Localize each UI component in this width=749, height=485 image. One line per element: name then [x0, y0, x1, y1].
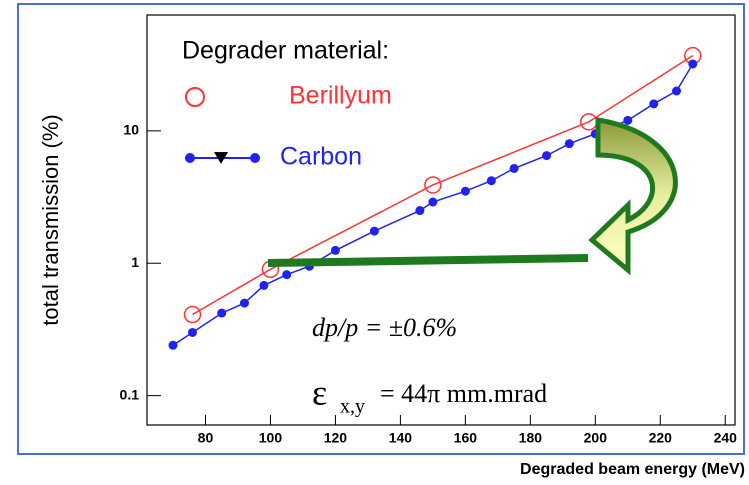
data-point — [623, 116, 632, 125]
legend-marker — [185, 153, 195, 163]
green-line — [268, 258, 588, 263]
y-tick-label: 10 — [123, 122, 139, 138]
data-point — [415, 206, 424, 215]
data-point — [428, 198, 437, 207]
legend-marker — [250, 153, 260, 163]
data-point — [542, 151, 551, 160]
x-tick-label: 80 — [198, 430, 214, 446]
data-point — [565, 139, 574, 148]
data-point — [188, 328, 197, 337]
legend-label: Berillyum — [289, 82, 392, 110]
data-point — [370, 227, 379, 236]
annotation: dp/p = ±0.6% — [312, 313, 457, 342]
x-tick-label: 200 — [584, 430, 608, 446]
x-tick-label: 140 — [389, 430, 413, 446]
y-tick-label: 0.1 — [120, 386, 140, 402]
x-tick-label: 100 — [259, 430, 283, 446]
data-point — [282, 270, 291, 279]
annotation: x,y — [340, 396, 365, 418]
data-point — [649, 99, 658, 108]
data-point — [217, 309, 226, 318]
data-point — [672, 86, 681, 95]
data-point — [240, 299, 249, 308]
annotation: = 44π mm.mrad — [380, 379, 547, 408]
x-tick-label: 160 — [454, 430, 478, 446]
legend-label: Carbon — [280, 143, 362, 171]
y-tick-label: 1 — [131, 254, 139, 270]
data-point — [168, 341, 177, 350]
x-axis-label: Degraded beam energy (MeV) — [520, 461, 745, 478]
chart: total transmission (%) Degraded beam ene… — [0, 0, 749, 485]
x-tick-label: 120 — [324, 430, 348, 446]
data-point — [487, 176, 496, 185]
data-point — [331, 246, 340, 255]
data-point — [688, 59, 697, 68]
x-tick-label: 240 — [714, 430, 738, 446]
x-tick-label: 220 — [649, 430, 673, 446]
data-point — [510, 164, 519, 173]
data-point — [461, 187, 470, 196]
y-axis-label: total transmission (%) — [38, 114, 63, 326]
annotation: ε — [312, 372, 327, 412]
data-point — [259, 281, 268, 290]
legend-title: Degrader material: — [182, 37, 389, 65]
x-tick-label: 180 — [519, 430, 543, 446]
